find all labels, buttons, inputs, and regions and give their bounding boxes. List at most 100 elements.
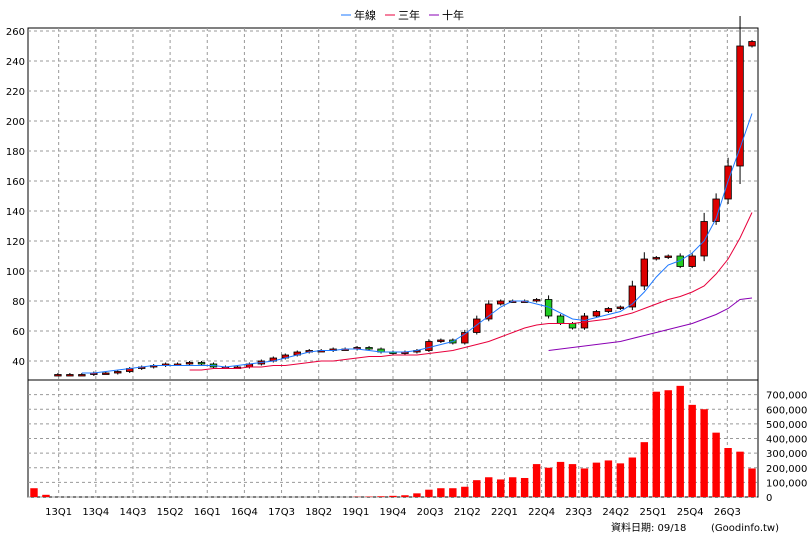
volume-bar [425, 490, 432, 497]
volume-bar [533, 464, 540, 497]
volume-tick-label: 500,000 [766, 420, 807, 431]
volume-bar [389, 496, 396, 497]
x-tick-label: 13Q1 [45, 507, 72, 518]
x-tick-label: 25Q1 [640, 507, 667, 518]
x-tick-label: 21Q2 [454, 507, 481, 518]
price-tick-label: 60 [12, 327, 25, 338]
x-tick-label: 14Q3 [119, 507, 146, 518]
x-tick-label: 15Q2 [157, 507, 184, 518]
x-tick-label: 26Q3 [714, 507, 741, 518]
volume-bar [641, 442, 648, 497]
volume-bar [473, 480, 480, 497]
candle-body [497, 301, 504, 304]
volume-bar [437, 488, 444, 497]
candle-body [438, 340, 445, 342]
candle-body [701, 222, 708, 257]
x-tick-label: 19Q1 [342, 507, 369, 518]
candle-body [557, 316, 564, 324]
candle-body [79, 375, 86, 377]
candle-body [665, 256, 672, 258]
candle-body [653, 258, 660, 260]
volume-tick-label: 100,000 [766, 478, 807, 489]
candle-body [114, 372, 121, 374]
volume-bar [653, 392, 660, 497]
candle-body [426, 342, 433, 351]
candle-body [569, 324, 576, 329]
volume-tick-label: 600,000 [766, 405, 807, 416]
x-tick-label: 16Q4 [231, 507, 258, 518]
price-tick-label: 120 [6, 237, 25, 248]
volume-bar [593, 463, 600, 497]
x-tick-label: 22Q1 [491, 507, 518, 518]
price-tick-label: 260 [6, 27, 25, 38]
x-tick-label: 24Q2 [602, 507, 629, 518]
x-tick-label: 19Q4 [380, 507, 407, 518]
x-tick-label: 13Q4 [82, 507, 109, 518]
price-tick-label: 40 [12, 357, 25, 368]
candle-body [689, 256, 696, 267]
volume-bar [545, 468, 552, 497]
candle-body [67, 375, 74, 377]
candle-body [605, 309, 612, 312]
volume-tick-label: 200,000 [766, 464, 807, 475]
price-tick-label: 220 [6, 87, 25, 98]
price-tick-label: 200 [6, 117, 25, 128]
volume-bar [449, 488, 456, 497]
candle-body [186, 363, 193, 365]
x-tick-label: 23Q3 [565, 507, 592, 518]
price-tick-label: 80 [12, 297, 25, 308]
price-tick-label: 240 [6, 57, 25, 68]
volume-bar [377, 496, 384, 497]
volume-bar [724, 448, 731, 497]
volume-bar [688, 405, 695, 497]
candle-body [102, 373, 109, 375]
volume-bar [748, 468, 755, 497]
legend-label-three-year: 三年 [398, 8, 420, 22]
volume-tick-label: 400,000 [766, 435, 807, 446]
candle-body [366, 348, 373, 350]
volume-bar [521, 478, 528, 497]
x-tick-label: 18Q2 [305, 507, 332, 518]
candle-body [641, 259, 648, 286]
x-tick-label: 20Q3 [417, 507, 444, 518]
x-tick-label: 17Q3 [268, 507, 295, 518]
volume-bar [700, 409, 707, 497]
volume-bar [30, 488, 37, 497]
data-date-label: 資料日期: 09/18 [611, 521, 686, 534]
volume-tick-label: 700,000 [766, 391, 807, 402]
volume-bar [413, 493, 420, 497]
volume-bar [605, 460, 612, 497]
price-tick-label: 100 [6, 267, 25, 278]
candle-body [617, 307, 624, 309]
volume-bar [581, 468, 588, 497]
legend: 年線 三年 十年 [341, 8, 464, 22]
volume-bar [485, 477, 492, 497]
volume-bar [557, 462, 564, 497]
volume-bar [617, 463, 624, 497]
legend-label-ten-year: 十年 [442, 8, 464, 22]
volume-bar [677, 386, 684, 497]
candle-body [593, 312, 600, 317]
volume-bar [497, 479, 504, 497]
candle-body [485, 304, 492, 319]
candle-body [55, 375, 62, 377]
volume-bar [736, 452, 743, 497]
candle-body [473, 319, 480, 333]
candle-body [533, 300, 540, 302]
price-tick-label: 180 [6, 147, 25, 158]
volume-tick-label: 0 [766, 493, 772, 504]
volume-bar [401, 495, 408, 497]
x-tick-label: 25Q4 [677, 507, 704, 518]
volume-bar [42, 495, 49, 497]
volume-bar [712, 433, 719, 497]
volume-bar [509, 477, 516, 497]
price-tick-label: 160 [6, 177, 25, 188]
x-tick-label: 22Q4 [528, 507, 555, 518]
volume-bar [461, 487, 468, 497]
candle-body [198, 363, 205, 365]
price-tick-label: 140 [6, 207, 25, 218]
data-source-label: (Goodinfo.tw) [711, 523, 779, 534]
